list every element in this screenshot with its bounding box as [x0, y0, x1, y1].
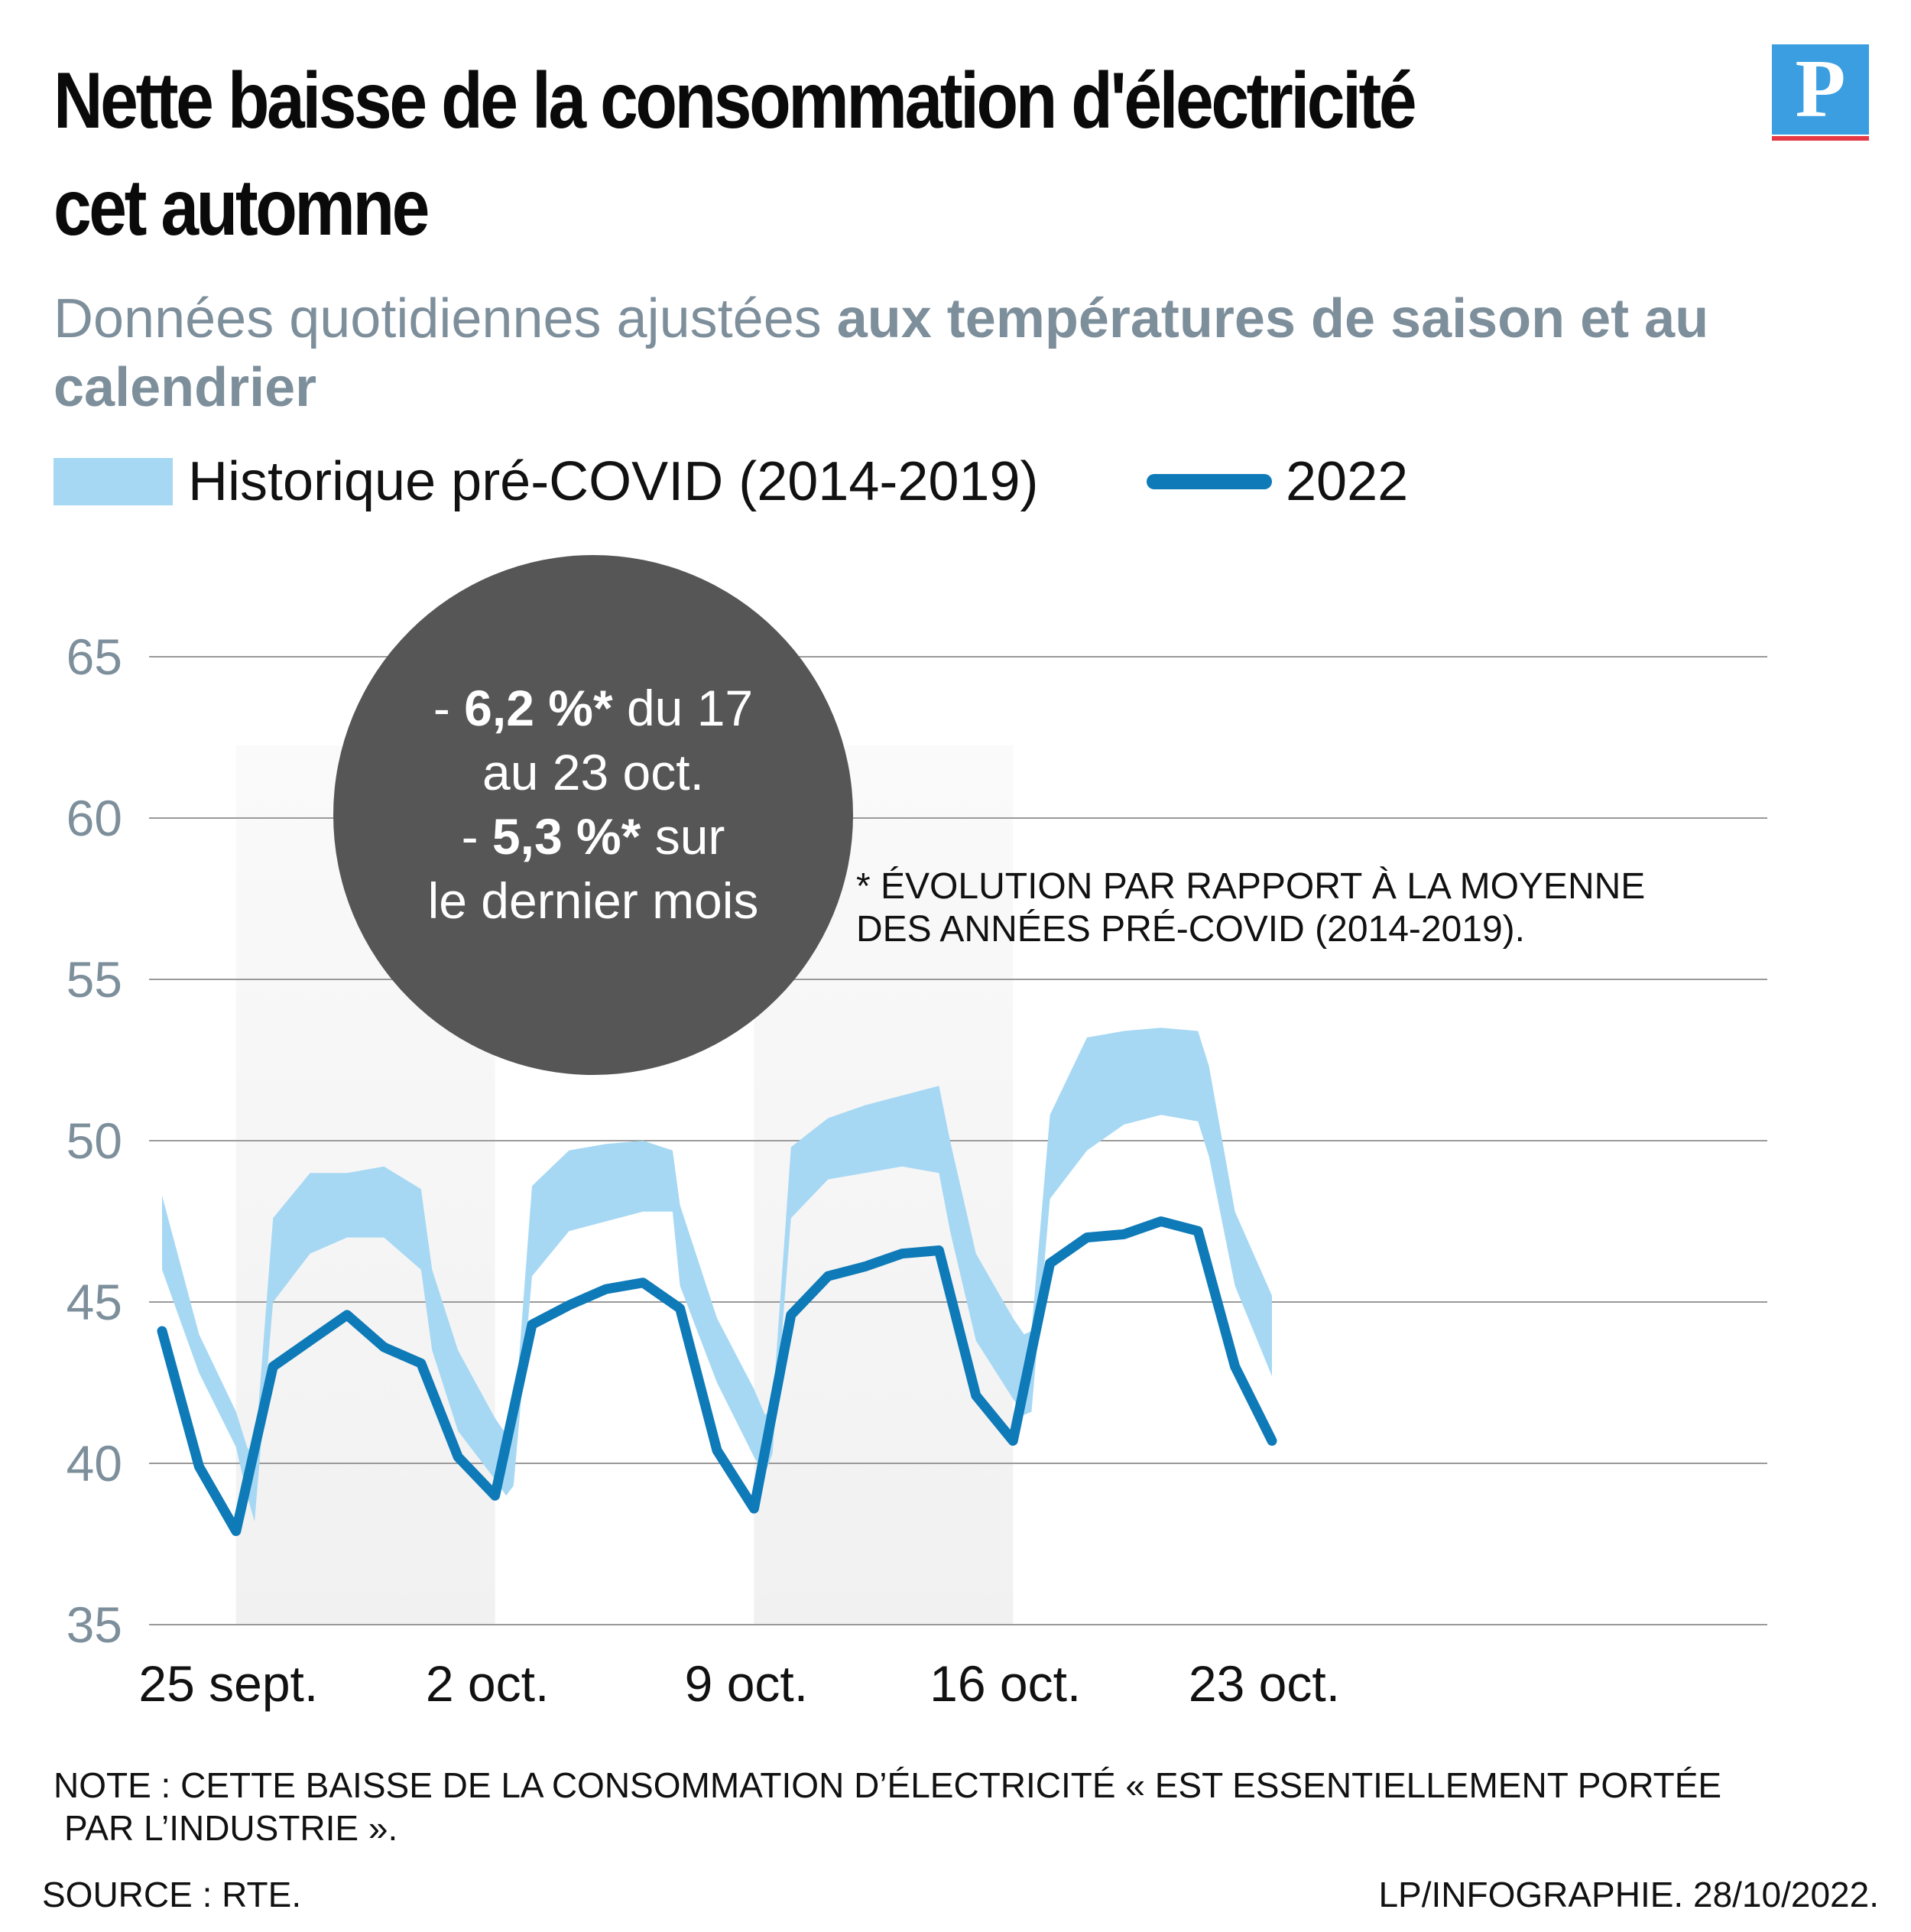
- historical-band: [162, 1028, 1272, 1521]
- x-tick-label: 2 oct.: [426, 1655, 549, 1712]
- chart-subtitle: Données quotidiennes ajustées aux tempér…: [54, 284, 1735, 422]
- y-tick-label: 40: [67, 1435, 122, 1492]
- footnote-line-1: * ÉVOLUTION PAR RAPPORT À LA MOYENNE: [856, 866, 1646, 907]
- callout-line-2: au 23 oct.: [482, 744, 704, 800]
- note-line-2: PAR L’INDUSTRIE ».: [64, 1808, 398, 1848]
- x-tick-label: 25 sept.: [138, 1655, 318, 1712]
- le-parisien-logo: P: [1772, 44, 1869, 135]
- logo-underline: [1772, 136, 1869, 141]
- callout-line-3-value: 5,3 %*: [492, 808, 641, 865]
- source: SOURCE : RTE.: [42, 1875, 302, 1914]
- footnote-line-2: DES ANNÉES PRÉ-COVID (2014-2019).: [856, 909, 1525, 950]
- note-line-1: NOTE : CETTE BAISSE DE LA CONSOMMATION D…: [54, 1765, 1722, 1805]
- callout-line-1: - 6,2 %* du 17: [333, 676, 853, 740]
- legend-band-label: Historique pré-COVID (2014-2019): [188, 451, 1039, 512]
- logo-letter: P: [1795, 44, 1846, 135]
- callout-line-3-prefix: -: [461, 808, 492, 865]
- callout-line-1-value: 6,2 %*: [464, 680, 613, 736]
- x-tick-label: 9 oct.: [685, 1655, 808, 1712]
- x-tick-label: 16 oct.: [930, 1655, 1081, 1712]
- callout-bubble: - 6,2 %* du 17 au 23 oct. - 5,3 %* sur l…: [333, 555, 853, 1075]
- y-tick-label: 35: [67, 1596, 122, 1653]
- callout-line-3-suffix: sur: [641, 808, 725, 865]
- y-tick-label: 45: [67, 1274, 122, 1330]
- callout-line-1-suffix: du 17: [612, 680, 754, 736]
- y-tick-label: 65: [67, 628, 122, 685]
- series-2022-line: [157, 1216, 1277, 1537]
- footnote: * ÉVOLUTION PAR RAPPORT À LA MOYENNE DES…: [856, 865, 1773, 951]
- callout-line-3: - 5,3 %* sur: [333, 804, 853, 869]
- y-tick-label: 55: [67, 951, 122, 1008]
- x-tick-label: 23 oct.: [1189, 1655, 1340, 1712]
- callout-line-4: le dernier mois: [427, 872, 759, 929]
- subtitle-bold: aux températures de saison et au calendr…: [54, 288, 1709, 418]
- chart-title: Nette baisse de la consommation d'électr…: [54, 57, 1417, 252]
- callout-text: - 6,2 %* du 17 au 23 oct. - 5,3 %* sur l…: [333, 676, 853, 933]
- credit: LP/INFOGRAPHIE. 28/10/2022.: [1378, 1875, 1879, 1914]
- y-tick-label: 60: [67, 790, 122, 846]
- y-tick-label: 50: [67, 1112, 122, 1169]
- callout-line-1-prefix: -: [433, 680, 465, 736]
- note: NOTE : CETTE BAISSE DE LA CONSOMMATION D…: [54, 1764, 1873, 1849]
- subtitle-plain: Données quotidiennes ajustées: [54, 288, 837, 349]
- legend-band-swatch: [54, 458, 173, 505]
- legend-line-swatch: [1147, 474, 1272, 489]
- legend-line-label: 2022: [1286, 451, 1409, 512]
- legend: Historique pré-COVID (2014-2019) 2022: [54, 447, 1812, 516]
